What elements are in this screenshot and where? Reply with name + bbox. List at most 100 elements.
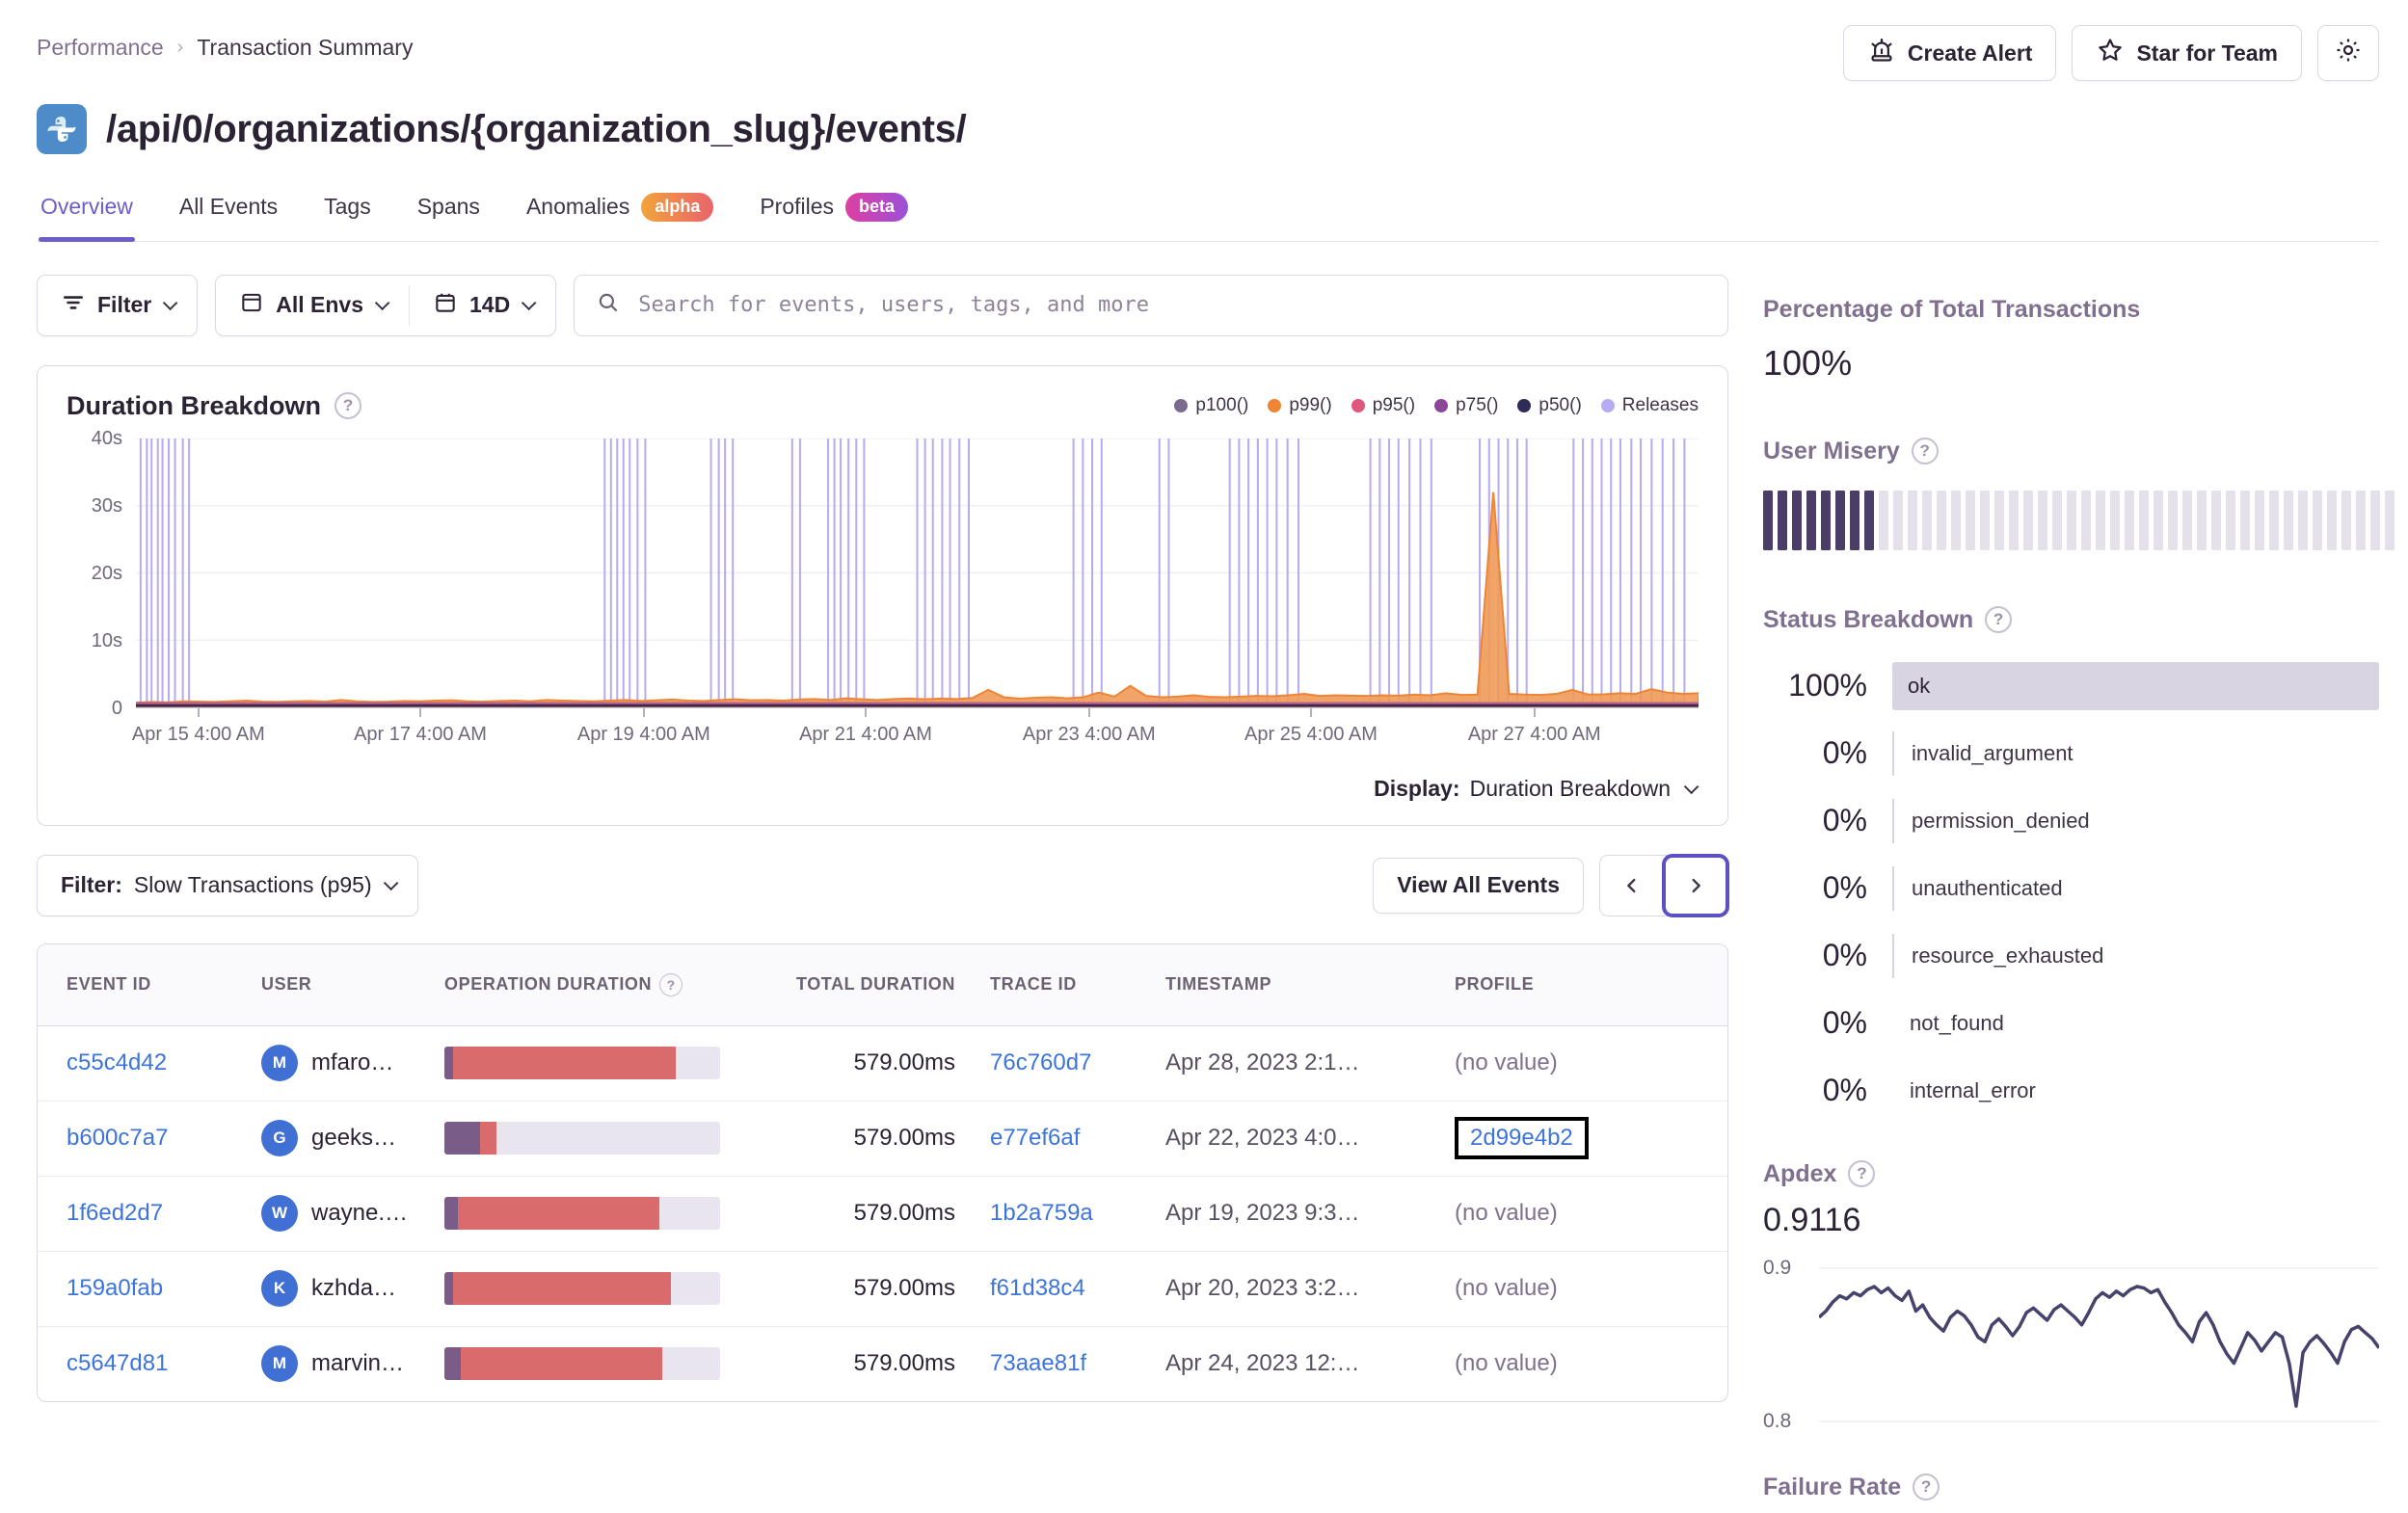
x-tick-label: Apr 17 4:00 AM	[354, 723, 487, 745]
tab-all-events[interactable]: All Events	[177, 187, 280, 241]
events-table-card: EVENT ID USER OPERATION DURATION? TOTAL DUR…	[37, 942, 1728, 1403]
filter-dropdown[interactable]: Filter	[37, 274, 199, 336]
legend-item-p75[interactable]: p75()	[1434, 395, 1498, 416]
apdex-section: Apdex ? 0.9116 0.9 0.8	[1763, 1160, 2381, 1432]
search-input[interactable]	[636, 292, 1706, 319]
misery-bar	[2081, 490, 2091, 550]
legend-label: Releases	[1621, 395, 1699, 416]
op-segment-red	[452, 1272, 671, 1306]
timestamp-cell: Apr 28, 2023 2:1…	[1165, 1025, 1455, 1101]
trace-id-cell: 76c760d7	[990, 1025, 1165, 1101]
misery-bar	[2370, 490, 2380, 550]
operation-duration-cell[interactable]	[444, 1175, 770, 1252]
misery-bar	[2255, 490, 2264, 550]
breadcrumb-performance[interactable]: Performance	[37, 35, 164, 60]
transactions-filter-dropdown[interactable]: Filter: Slow Transactions (p95)	[37, 854, 418, 916]
help-icon[interactable]: ?	[334, 392, 362, 420]
x-axis: Apr 15 4:00 AM Apr 17 4:00 AM Apr 19 4:00 …	[132, 707, 1699, 758]
view-all-events-label: View All Events	[1397, 872, 1560, 898]
operation-duration-cell[interactable]	[444, 1325, 770, 1402]
operation-duration-cell[interactable]	[444, 1025, 770, 1101]
operation-duration-cell[interactable]	[444, 1250, 770, 1327]
column-header-content: EVENT ID	[67, 974, 151, 995]
op-segment-purple	[444, 1347, 462, 1381]
tab-anomalies[interactable]: Anomalies alpha	[524, 187, 715, 241]
status-label: not_found	[1910, 1010, 2004, 1035]
settings-button[interactable]	[2317, 25, 2379, 81]
misery-bar	[2038, 490, 2047, 550]
profile-link[interactable]: 2d99e4b2	[1470, 1125, 1573, 1152]
tab-tags[interactable]: Tags	[322, 187, 373, 241]
status-label-area: invalid_argument	[1892, 730, 2379, 776]
status-label: resource_exhausted	[1892, 933, 2379, 978]
event-id-link[interactable]: 1f6ed2d7	[67, 1200, 164, 1227]
event-id-link[interactable]: b600c7a7	[67, 1125, 169, 1152]
tab-overview[interactable]: Overview	[39, 187, 135, 242]
timestamp-cell: Apr 20, 2023 3:2…	[1165, 1250, 1455, 1327]
tab-profiles[interactable]: Profiles beta	[758, 187, 910, 241]
total-duration-cell: 579.00ms	[770, 1175, 990, 1252]
legend-item-Releases[interactable]: Releases	[1600, 395, 1699, 416]
x-tick-mark	[197, 707, 200, 717]
timestamp: Apr 24, 2023 12:…	[1165, 1350, 1360, 1377]
create-alert-button[interactable]: Create Alert	[1842, 25, 2057, 81]
legend-item-p100[interactable]: p100()	[1174, 395, 1248, 416]
event-id-link[interactable]: c5647d81	[67, 1350, 169, 1377]
misery-bar	[2139, 490, 2149, 550]
help-icon[interactable]: ?	[1985, 606, 2013, 634]
environment-label: All Envs	[276, 292, 363, 318]
help-icon[interactable]: ?	[1913, 1473, 1940, 1501]
help-icon[interactable]: ?	[1848, 1160, 1876, 1188]
trace-id-cell: f61d38c4	[990, 1250, 1165, 1327]
y-tick-label: 20s	[91, 562, 122, 584]
next-page-button[interactable]	[1662, 853, 1729, 917]
op-segment-purple	[444, 1197, 459, 1231]
display-selector[interactable]: Display: Duration Breakdown	[67, 758, 1699, 825]
operation-duration-cell[interactable]	[444, 1100, 770, 1177]
date-range-dropdown[interactable]: 14D	[410, 276, 555, 335]
legend-label: p99()	[1289, 395, 1332, 416]
trace-id-link[interactable]: f61d38c4	[990, 1275, 1085, 1302]
status-label: permission_denied	[1892, 798, 2379, 843]
operation-duration-bar	[444, 1047, 720, 1080]
trace-id-link[interactable]: 76c760d7	[990, 1049, 1092, 1076]
legend-item-p99[interactable]: p99()	[1268, 395, 1332, 416]
misery-bar	[1922, 490, 1932, 550]
tab-label: Anomalies	[525, 194, 630, 220]
event-id-link[interactable]: c55c4d42	[67, 1049, 168, 1076]
column-header-user: USER	[261, 943, 444, 1026]
environment-dropdown[interactable]: All Envs	[216, 276, 409, 335]
help-icon[interactable]: ?	[659, 972, 683, 996]
status-row-unauthenticated: 0% unauthenticated	[1763, 862, 2379, 916]
misery-bar	[2269, 490, 2279, 550]
previous-page-button[interactable]	[1600, 856, 1664, 916]
trace-id-link[interactable]: 1b2a759a	[990, 1200, 1093, 1227]
display-label: Display:	[1374, 775, 1460, 801]
apdex-plot-area	[1817, 1261, 2381, 1429]
search-icon	[596, 290, 621, 320]
apdex-chart: 0.9 0.8	[1763, 1257, 2381, 1432]
x-tick-label: Apr 23 4:00 AM	[1022, 723, 1156, 745]
create-alert-label: Create Alert	[1907, 40, 2033, 66]
help-icon[interactable]: ?	[1911, 438, 1939, 465]
legend-item-p95[interactable]: p95()	[1351, 395, 1415, 416]
trace-id-link[interactable]: e77ef6af	[990, 1125, 1081, 1152]
legend-item-p50[interactable]: p50()	[1517, 395, 1582, 416]
event-id-cell: c5647d81	[38, 1325, 261, 1402]
tab-spans[interactable]: Spans	[415, 187, 482, 241]
avatar: K	[261, 1270, 298, 1308]
duration-plot-area[interactable]	[136, 438, 1699, 708]
chevron-down-icon	[383, 875, 399, 891]
status-bar-ok: ok	[1892, 661, 2379, 710]
view-all-events-button[interactable]: View All Events	[1373, 857, 1584, 914]
star-for-team-button[interactable]: Star for Team	[2072, 25, 2302, 81]
column-header-label: TRACE ID	[990, 974, 1077, 995]
legend-dot	[1600, 399, 1615, 413]
trace-id-link[interactable]: 73aae81f	[990, 1350, 1087, 1377]
transactions-filter-value: Slow Transactions (p95)	[133, 872, 372, 898]
event-id-link[interactable]: 159a0fab	[67, 1275, 164, 1302]
